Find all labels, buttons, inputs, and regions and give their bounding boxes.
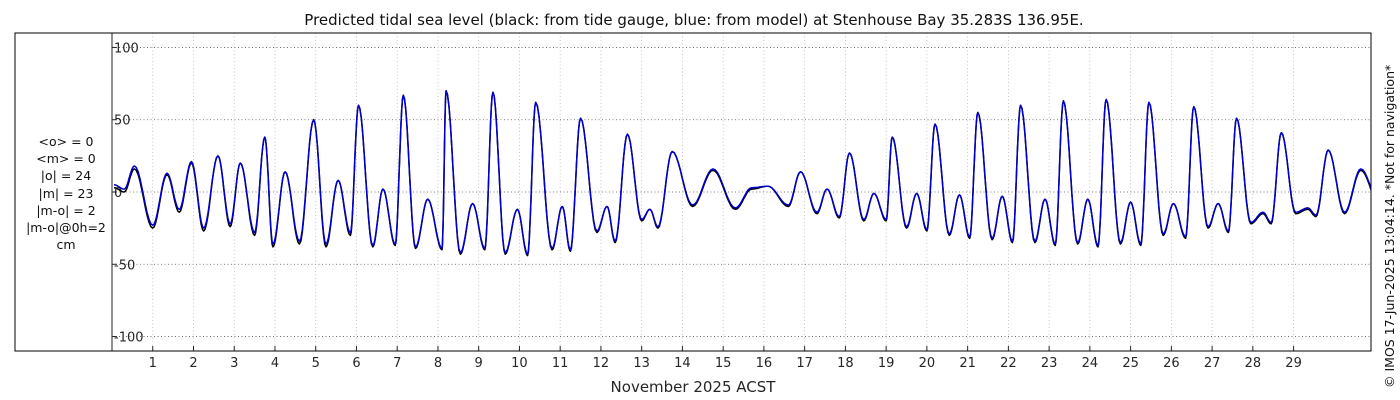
x-tick-label: 6 <box>352 356 360 371</box>
stat-mean-obs: <o> = 0 <box>38 134 94 149</box>
x-tick-label: 16 <box>756 356 773 371</box>
y-tick-label: -100 <box>114 331 144 346</box>
y-tick-label: 100 <box>114 41 139 56</box>
copyright-note: © IMOS 17-Jun-2025 13:04:14. *Not for na… <box>1382 64 1397 388</box>
y-tick-label: 50 <box>114 114 131 129</box>
x-axis: 1 2 3 4 5 6 7 8 9 10 11 12 13 14 15 16 17 18 19 20 21 22 23 24 2… <box>149 346 1302 371</box>
grid-lines <box>112 33 1371 351</box>
x-tick-label: 14 <box>674 356 691 371</box>
x-tick-label: 22 <box>1000 356 1017 371</box>
x-tick-label: 29 <box>1285 356 1302 371</box>
x-tick-label: 27 <box>1204 356 1221 371</box>
y-axis: -100 -50 0 50 100 <box>111 33 144 351</box>
x-tick-label: 15 <box>715 356 732 371</box>
x-tick-label: 26 <box>1163 356 1180 371</box>
stat-unit: cm <box>56 237 76 253</box>
series-line-model <box>113 90 1371 255</box>
series-group <box>113 90 1371 257</box>
stats-box: <o> = 0 <m> = 0 |o| = 24 |m| = 23 |m-o| … <box>20 133 112 253</box>
x-tick-label: 20 <box>919 356 936 371</box>
x-tick-label: 21 <box>959 356 976 371</box>
x-tick-label: 28 <box>1245 356 1262 371</box>
stat-abs-model: |m| = 23 <box>38 185 94 201</box>
x-tick-label: 10 <box>511 356 528 371</box>
x-tick-label: 5 <box>312 356 320 371</box>
plot-frame <box>14 32 1372 352</box>
x-tick-label: 11 <box>552 356 569 371</box>
x-tick-label: 2 <box>189 356 197 371</box>
y-tick-label: 0 <box>114 186 122 201</box>
stat-abs-obs: |o| = 24 <box>40 168 92 184</box>
chart-title: Predicted tidal sea level (black: from t… <box>304 11 1083 29</box>
y-tick-label: -50 <box>114 258 135 273</box>
x-tick-label: 13 <box>633 356 650 371</box>
stat-abs-diff: |m-o| = 2 <box>36 202 96 218</box>
x-axis-label: November 2025 ACST <box>611 378 777 396</box>
x-tick-label: 8 <box>434 356 442 371</box>
x-tick-label: 18 <box>837 356 854 371</box>
x-tick-label: 19 <box>878 356 895 371</box>
stat-abs-diff-0h: |m-o|@0h=2 <box>26 220 106 236</box>
x-tick-label: 1 <box>149 356 157 371</box>
x-tick-label: 23 <box>1041 356 1058 371</box>
x-tick-label: 7 <box>393 356 401 371</box>
x-tick-label: 4 <box>271 356 279 371</box>
x-tick-label: 17 <box>796 356 813 371</box>
x-tick-label: 24 <box>1082 356 1099 371</box>
x-tick-label: 12 <box>593 356 610 371</box>
stat-mean-model: <m> = 0 <box>36 151 96 167</box>
x-tick-label: 9 <box>475 356 483 371</box>
x-tick-label: 3 <box>230 356 238 371</box>
x-tick-label: 25 <box>1122 356 1139 371</box>
